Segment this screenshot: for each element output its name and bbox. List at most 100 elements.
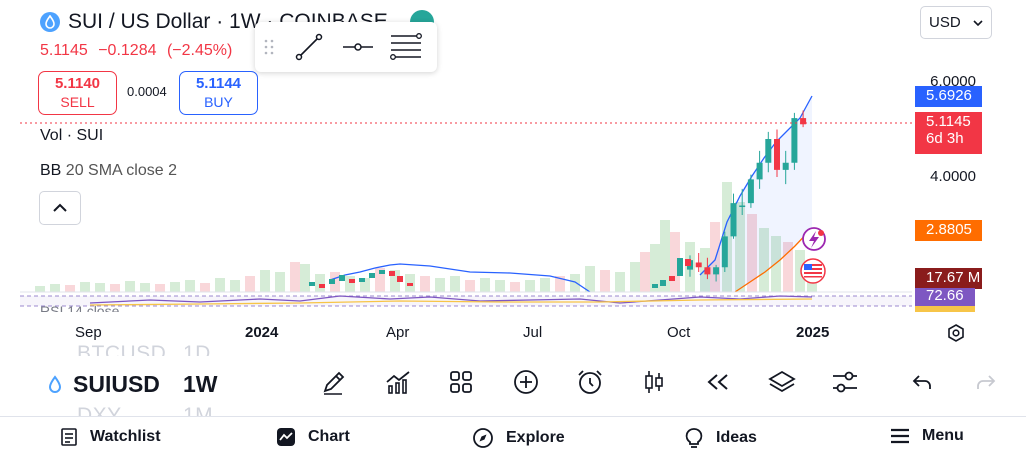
redo-button[interactable] <box>970 366 1002 398</box>
rsi-line <box>89 295 813 304</box>
fib-retracement-icon <box>390 33 422 60</box>
undo-button[interactable] <box>906 366 938 398</box>
legend-price: 5.1145 <box>40 42 88 59</box>
candle <box>677 258 683 276</box>
buy-button[interactable]: 5.1144 BUY <box>179 71 258 115</box>
candle <box>730 193 737 239</box>
candle <box>791 112 798 170</box>
nav-menu-label: Menu <box>922 427 964 444</box>
volume-bar <box>185 280 195 292</box>
volume-bar <box>65 285 75 292</box>
upper-band-tag: 5.6926 <box>915 86 982 107</box>
compare-button[interactable] <box>510 366 542 398</box>
price-axis-label-hidden <box>920 246 976 254</box>
volume-bar <box>110 284 120 292</box>
sui-drop-icon <box>48 374 62 393</box>
price-chart[interactable] <box>0 0 1026 352</box>
candle <box>329 279 335 284</box>
volume-bar <box>600 270 610 292</box>
layouts-button[interactable] <box>445 366 477 398</box>
object-tree-button[interactable] <box>766 366 798 398</box>
rewind-icon <box>707 374 728 390</box>
volume-bar <box>495 280 505 292</box>
candle <box>800 110 807 128</box>
symbol-picker[interactable]: SUIUSD <box>47 371 160 398</box>
candlestick-series <box>309 110 807 288</box>
hamburger-icon <box>891 428 909 444</box>
candle <box>721 231 728 272</box>
candle <box>695 253 702 272</box>
lower-band-tag: 2.8805 <box>915 220 982 241</box>
drawing-tools-button[interactable] <box>318 366 350 398</box>
replay-button[interactable] <box>702 366 734 398</box>
alerts-button[interactable] <box>574 366 606 398</box>
candle <box>309 282 315 286</box>
volume-bar <box>650 244 660 292</box>
currency-value: USD <box>929 14 961 31</box>
candle <box>349 279 355 283</box>
nav-ideas[interactable]: Ideas <box>684 427 757 449</box>
volume-bar <box>660 220 670 292</box>
current-price-value: 5.1145 <box>926 113 971 130</box>
candle <box>379 270 385 274</box>
bollinger-band-fill <box>700 96 812 292</box>
candle <box>359 278 365 282</box>
nav-watchlist[interactable]: Watchlist <box>60 427 161 447</box>
volume-bar <box>435 278 445 292</box>
band-fill-area <box>700 96 812 292</box>
volume-bar <box>570 274 580 292</box>
drawing-toolbar <box>255 22 437 72</box>
volume-bar <box>525 280 535 292</box>
chevron-up-icon <box>53 203 67 212</box>
candle <box>685 259 691 266</box>
nav-menu[interactable]: Menu <box>890 427 964 445</box>
candle <box>660 280 666 286</box>
pencil-icon <box>323 371 345 395</box>
bb-indicator-label[interactable]: BB 20 SMA close 2 <box>40 162 177 180</box>
nav-explore[interactable]: Explore <box>472 427 565 449</box>
lower-band-line <box>734 227 813 293</box>
drag-handle[interactable] <box>255 39 283 55</box>
legend-change: −0.1284 <box>98 42 157 59</box>
candle <box>397 276 403 282</box>
volume-histogram <box>35 182 817 292</box>
nav-watchlist-label: Watchlist <box>90 428 161 445</box>
volume-indicator-label[interactable]: Vol · SUI <box>40 127 104 144</box>
time-axis-label: Jul <box>523 324 543 341</box>
time-axis-label: 2024 <box>245 324 279 341</box>
nav-chart[interactable]: Chart <box>276 427 350 447</box>
volume-bar <box>200 283 210 292</box>
indicators-button[interactable] <box>382 366 414 398</box>
time-axis-label: Sep <box>75 324 102 341</box>
volume-bar <box>759 228 769 292</box>
horizontal-ray-tool[interactable] <box>335 40 381 54</box>
candle <box>669 276 675 281</box>
currency-select[interactable]: USD <box>920 6 992 39</box>
symbol-toolbar: BTCUSD 1D DXY 1M SUIUSD 1W <box>0 342 1026 416</box>
time-axis-label: Oct <box>667 324 691 341</box>
candle <box>319 284 325 288</box>
volume-bar <box>710 222 720 292</box>
buy-label: BUY <box>204 94 233 110</box>
fib-tool[interactable] <box>381 32 431 62</box>
chart-type-button[interactable] <box>638 366 670 398</box>
ghost-next-interval: 1M <box>183 405 213 416</box>
volume-bar <box>783 242 793 292</box>
candle <box>782 150 789 185</box>
symbol-name: SUIUSD <box>73 371 160 397</box>
collapse-legend-button[interactable] <box>39 191 81 225</box>
interval-picker[interactable]: 1W <box>183 371 218 397</box>
candle <box>713 264 720 282</box>
us-flag-icon[interactable] <box>800 258 826 284</box>
price-axis-label: 6.0000 <box>930 73 976 90</box>
grid-icon <box>450 371 472 393</box>
chart-settings-icon[interactable] <box>946 323 966 343</box>
rsi-indicator-label[interactable]: RSI 14 close <box>40 304 120 312</box>
sell-button[interactable]: 5.1140 SELL <box>38 71 117 115</box>
bb-params: 20 SMA close 2 <box>65 162 177 179</box>
settings-button[interactable] <box>829 366 861 398</box>
lightning-icon[interactable] <box>802 227 826 251</box>
horizontal-line-icon <box>343 43 373 51</box>
trend-line-tool[interactable] <box>283 32 335 62</box>
volume-bar <box>230 280 240 292</box>
